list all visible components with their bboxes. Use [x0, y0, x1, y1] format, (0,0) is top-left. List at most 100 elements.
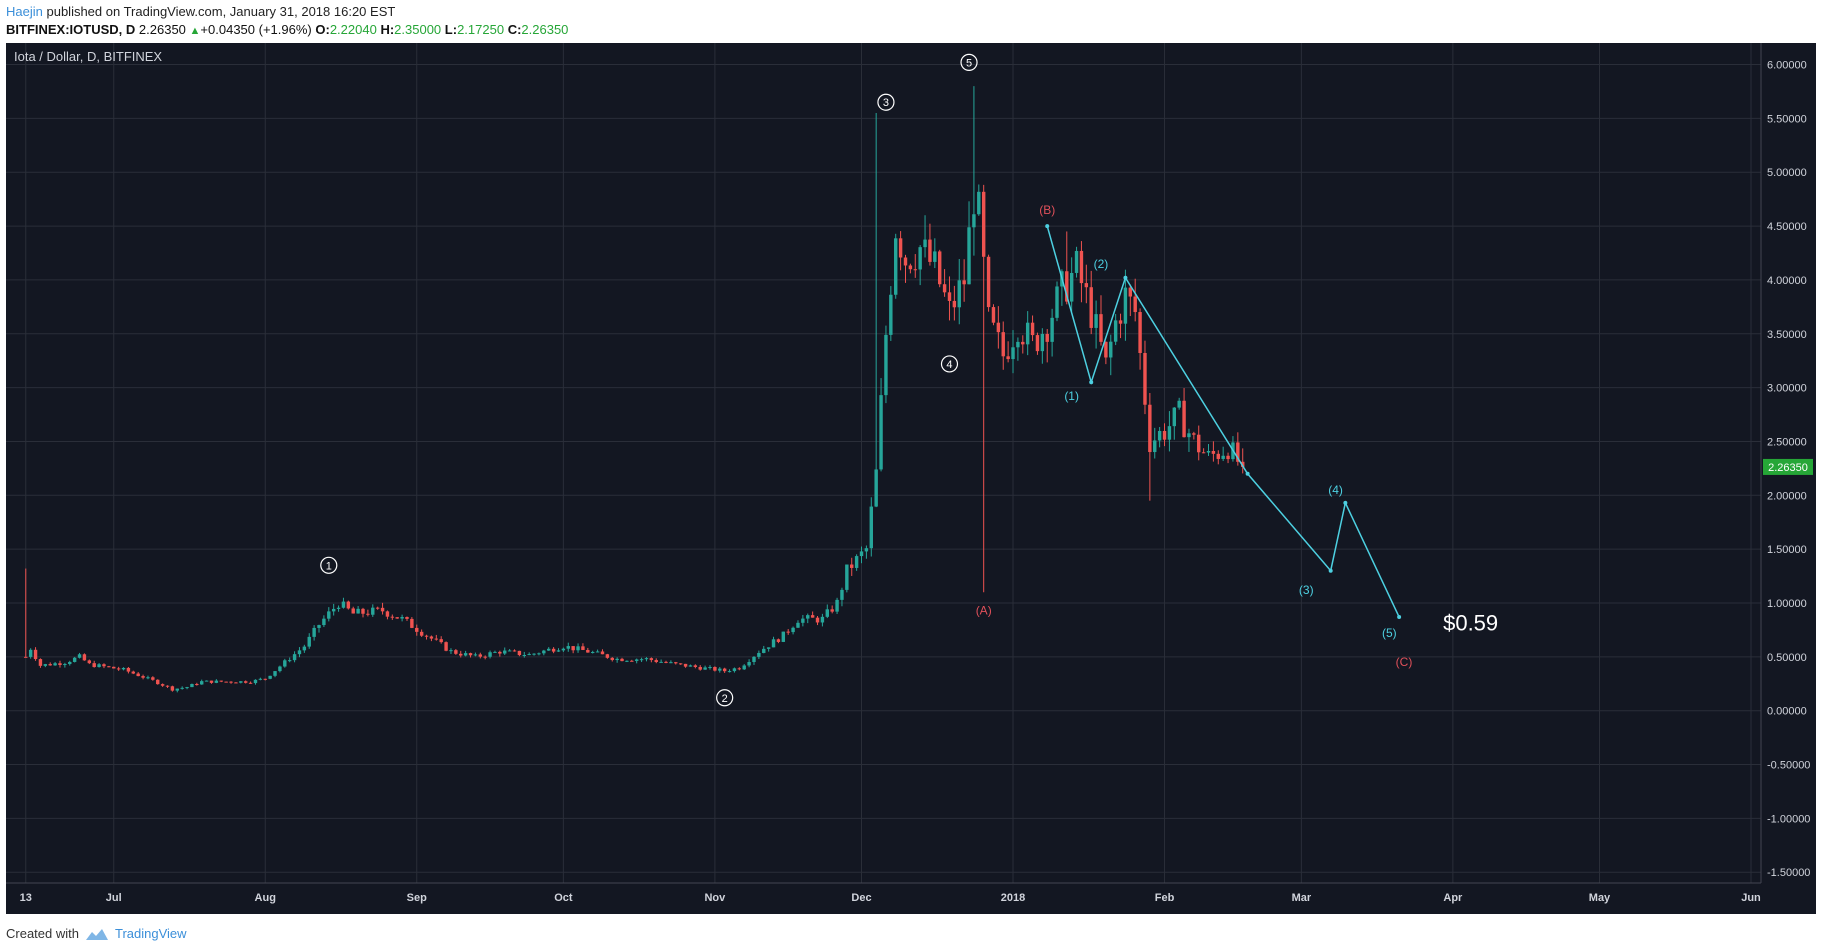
- candle-body: [586, 649, 590, 653]
- tradingview-logo-icon[interactable]: [85, 927, 109, 941]
- candle-body: [625, 660, 629, 662]
- price-chart[interactable]: 1 2 3 4 5 (A) (B) (C) (1) (2) (3) (4) (5) $0.59 6.000…: [6, 43, 1816, 914]
- candle-body: [1079, 250, 1084, 284]
- candle-body: [713, 666, 717, 671]
- candle-body: [136, 673, 140, 677]
- wave-point: [1343, 500, 1348, 505]
- candle-body: [996, 322, 1001, 333]
- price-axis[interactable]: 6.00000 5.50000 5.00000 4.50000 4.00000 3.500…: [1760, 43, 1813, 883]
- x-tick-label: Apr: [1443, 892, 1463, 904]
- candle-body: [727, 671, 732, 673]
- y-tick-label: 3.50000: [1767, 329, 1807, 341]
- candle-body: [830, 609, 834, 612]
- candle-body: [845, 564, 849, 590]
- symbol-label: BITFINEX:IOTUSD, D: [6, 22, 136, 37]
- candle-body: [718, 668, 722, 671]
- subwave-label: (3): [1299, 583, 1314, 597]
- candle-body: [644, 658, 649, 660]
- candle-body: [928, 239, 932, 262]
- current-price-label: 2.26350: [1768, 462, 1808, 474]
- candle-body: [693, 665, 698, 667]
- time-axis[interactable]: 13 Jul Aug Sep Oct Nov Dec 2018 Feb Mar Apr May Jun: [6, 882, 1761, 904]
- candle-body: [410, 618, 414, 628]
- created-with-label: Created with: [6, 926, 79, 941]
- candle-body: [478, 654, 483, 657]
- candle-body: [688, 665, 693, 667]
- candle-body: [654, 660, 658, 662]
- candle-body: [879, 395, 883, 470]
- candle-body: [703, 667, 707, 670]
- candle-body: [1118, 320, 1123, 324]
- candle-body: [483, 656, 487, 658]
- tradingview-link[interactable]: TradingView: [114, 926, 187, 941]
- candle-body: [933, 251, 937, 262]
- candle-body: [776, 639, 781, 642]
- candle-body: [659, 661, 663, 663]
- chart-area[interactable]: 1 2 3 4 5 (A) (B) (C) (1) (2) (3) (4) (5) $0.59 6.000…: [6, 43, 1816, 914]
- candle-body: [287, 660, 292, 662]
- low-label: L:: [444, 22, 458, 37]
- candle-body: [1113, 320, 1118, 342]
- y-tick-label: 4.00000: [1767, 275, 1807, 287]
- x-tick-label: Nov: [704, 892, 726, 904]
- candle-body: [493, 651, 497, 653]
- candle-body: [840, 589, 844, 600]
- candle-body: [336, 607, 341, 609]
- candle-body: [669, 662, 673, 664]
- candle-body: [698, 666, 702, 670]
- candle-body: [68, 661, 72, 665]
- candle-body: [923, 239, 927, 248]
- candle-body: [1074, 250, 1079, 273]
- candle-body: [762, 648, 766, 653]
- candle-body: [747, 662, 751, 666]
- open-value: 2.22040: [329, 22, 377, 37]
- impulse-wave-label: 4: [946, 359, 952, 371]
- candle-body: [605, 654, 610, 658]
- candle-body: [854, 556, 859, 568]
- candle-body: [864, 548, 869, 552]
- candle-body: [556, 650, 561, 652]
- candle-body: [209, 680, 214, 683]
- candle-body: [766, 647, 771, 649]
- ohlc-line: BITFINEX:IOTUSD, D 2.26350 ▲+0.04350 (+1…: [6, 22, 568, 37]
- y-tick-label: 4.50000: [1767, 221, 1807, 233]
- candle-body: [1206, 450, 1211, 453]
- impulse-wave-label: 1: [326, 560, 332, 572]
- candle-body: [1177, 400, 1181, 408]
- candle-body: [1197, 434, 1201, 453]
- candle-body: [28, 649, 33, 657]
- wave-circle: [940, 355, 959, 373]
- candle-body: [449, 650, 453, 652]
- candle-body: [424, 635, 429, 637]
- subwave-label: (5): [1382, 626, 1397, 640]
- candle-body: [229, 681, 233, 683]
- subwave-label: (1): [1064, 389, 1079, 403]
- wave-labels: 1 2 3 4 5 (A) (B) (C) (1) (2) (3) (4) (5) $0.59: [320, 53, 1498, 707]
- candle-body: [835, 599, 839, 612]
- y-tick-label: 3.00000: [1767, 383, 1807, 395]
- candle-body: [48, 664, 52, 666]
- candle-body: [107, 666, 111, 668]
- candle-body: [400, 616, 404, 619]
- price-change: +0.04350 (+1.96%): [200, 22, 312, 37]
- candle-body: [1021, 341, 1025, 345]
- y-tick-label: 1.00000: [1767, 598, 1807, 610]
- candle-body: [175, 688, 179, 691]
- low-value: 2.17250: [457, 22, 505, 37]
- y-tick-label: -0.50000: [1767, 760, 1810, 772]
- x-tick-label: Jun: [1741, 892, 1761, 904]
- candle-body: [859, 551, 864, 557]
- candle-body: [1221, 455, 1225, 459]
- candle-body: [459, 653, 463, 656]
- author-link[interactable]: Haejin: [6, 4, 43, 19]
- candle-body: [600, 651, 605, 655]
- candle-body: [1109, 341, 1113, 358]
- candle-body: [1084, 283, 1089, 288]
- x-tick-label: Feb: [1155, 892, 1175, 904]
- last-price: 2.26350: [138, 22, 186, 37]
- candle-body: [185, 687, 189, 689]
- x-tick-label: Oct: [554, 892, 573, 904]
- candle-body: [405, 616, 409, 619]
- candle-body: [346, 601, 351, 609]
- y-tick-label: 5.00000: [1767, 167, 1807, 179]
